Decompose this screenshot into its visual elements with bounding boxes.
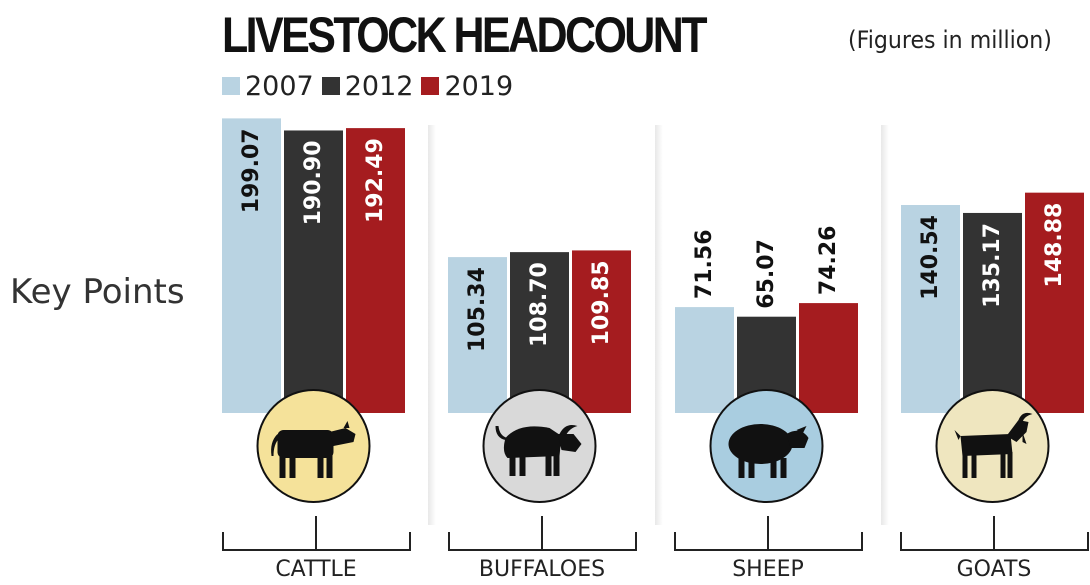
unit-note: (Figures in million) (848, 26, 1052, 54)
value-label-sheep-2012: 65.07 (754, 239, 779, 309)
bar-cattle-2007 (222, 118, 281, 413)
legend-swatch-2019 (421, 77, 440, 95)
legend-label-2012: 2012 (344, 70, 414, 102)
bar-goats-2019 (1025, 192, 1084, 413)
chart-title: LIVESTOCK HEADCOUNT (222, 7, 708, 63)
value-label-cattle-2007: 199.07 (239, 128, 264, 213)
legend-item-2012: 2012 (321, 70, 414, 102)
category-label-buffaloes: BUFFALOES (479, 557, 605, 582)
value-label-buffaloes-2019: 109.85 (589, 260, 614, 345)
legend-item-2007: 2007 (222, 71, 314, 102)
side-label: Key Points (10, 272, 185, 312)
group-divider-2 (655, 125, 663, 525)
category-label-goats: GOATS (957, 557, 1032, 582)
bar-buffaloes-2007 (448, 257, 507, 413)
value-label-sheep-2007: 71.56 (692, 229, 717, 299)
group-divider-3 (881, 125, 889, 525)
value-label-goats-2012: 135.17 (980, 223, 1005, 308)
value-label-cattle-2019: 192.49 (363, 138, 388, 223)
bracket-buffaloes (448, 516, 637, 551)
legend-label-2007: 2007 (245, 70, 314, 102)
value-label-goats-2019: 148.88 (1042, 203, 1067, 288)
bar-buffaloes-2019 (572, 250, 631, 413)
bracket-sheep (674, 516, 863, 551)
value-label-cattle-2012: 190.90 (301, 140, 326, 225)
bar-sheep-2007 (675, 307, 734, 413)
group-dividers (428, 125, 889, 525)
value-label-buffaloes-2012: 108.70 (527, 262, 552, 347)
bar-goats-2012 (963, 212, 1022, 413)
legend: 2007 2012 2019 (222, 70, 521, 102)
icons-layer (256, 389, 1050, 503)
group-divider-1 (428, 125, 436, 525)
bar-sheep-2019 (799, 303, 858, 413)
bracket-cattle (222, 516, 411, 551)
category-label-sheep: SHEEP (732, 557, 804, 582)
bars-layer: 199.07 190.90 192.49 105.34 108.70 109.85 71.5… (222, 118, 1084, 413)
legend-swatch-2007 (222, 77, 240, 95)
bar-cattle-2019 (346, 128, 405, 413)
value-label-goats-2007: 140.54 (918, 215, 943, 300)
bar-goats-2007 (901, 205, 960, 413)
legend-swatch-2012 (321, 77, 340, 95)
bar-buffaloes-2012 (510, 252, 569, 413)
legend-item-2019: 2019 (421, 71, 513, 102)
legend-label-2019: 2019 (444, 70, 514, 102)
value-label-buffaloes-2007: 105.34 (465, 267, 490, 352)
bracket-goats (900, 516, 1089, 551)
bar-cattle-2012 (284, 130, 343, 413)
category-label-cattle: CATTLE (275, 557, 356, 582)
value-label-sheep-2019: 74.26 (816, 226, 841, 296)
